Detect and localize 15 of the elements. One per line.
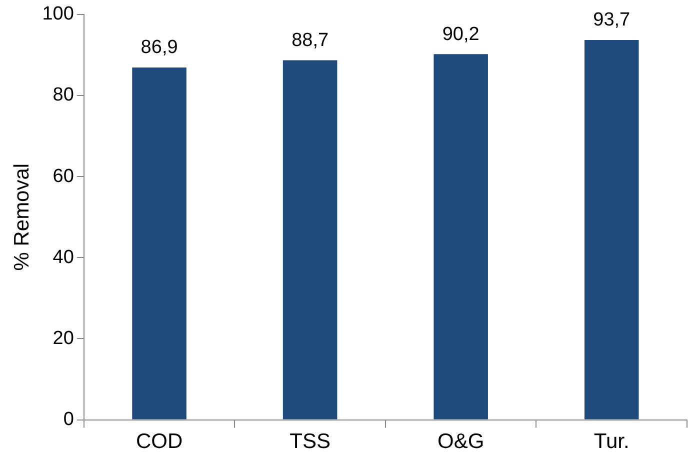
data-label: 88,7 — [292, 30, 329, 51]
y-tick-label: 100 — [42, 4, 74, 25]
data-label: 93,7 — [593, 10, 630, 31]
y-tick-label: 0 — [63, 409, 74, 430]
y-tick-label: 40 — [52, 246, 74, 268]
y-tick-label: 60 — [52, 166, 74, 187]
y-tick-label: 20 — [52, 328, 74, 349]
x-tick-label: Tur. — [594, 430, 630, 454]
data-label: 86,9 — [140, 37, 178, 58]
x-tick-label: TSS — [290, 430, 330, 454]
x-tick-label: O&G — [437, 430, 484, 454]
y-tick-label: 80 — [52, 84, 74, 106]
y-axis-title: % Removal — [10, 163, 34, 271]
data-label: 90,2 — [442, 24, 480, 45]
x-tick-label: COD — [136, 430, 183, 454]
